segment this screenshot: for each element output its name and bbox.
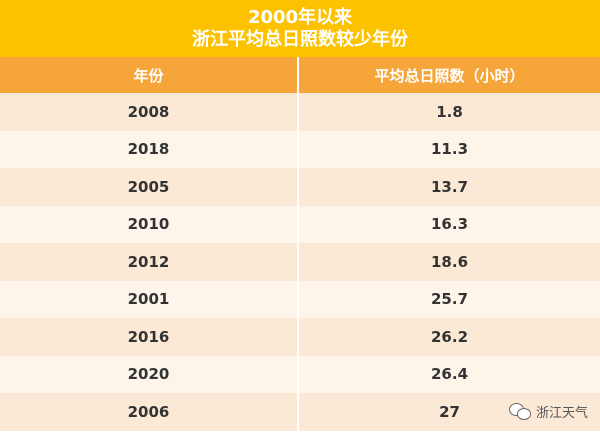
cell-hours: 16.3 [431,215,469,234]
cell-hours: 18.6 [431,252,469,271]
watermark: 浙江天气 [508,402,588,421]
table-subtitle: 浙江平均总日照数较少年份 [192,28,408,50]
cell-year: 2020 [127,365,170,384]
column-divider [297,280,300,318]
table-row: 2008 1.8 [0,93,600,131]
watermark-text: 浙江天气 [535,406,588,421]
table-title: 2000年以来 [247,6,353,28]
table-row: 2012 18.6 [0,243,600,281]
column-divider [297,243,300,281]
table-header-row: 年份 平均总日照数（小时） [0,57,600,93]
header-year: 年份 [133,66,164,85]
cell-year: 2006 [127,402,170,421]
cell-year: 2008 [127,102,170,121]
table-row: 2016 26.2 [0,318,600,356]
cell-hours: 13.7 [431,177,469,196]
column-divider [297,318,300,356]
cell-hours: 1.8 [436,102,463,121]
table-row: 2020 26.4 [0,355,600,393]
table-row: 2005 13.7 [0,168,600,206]
cell-hours: 26.2 [431,327,469,346]
column-divider [297,93,300,131]
column-divider [297,130,300,168]
cell-year: 2018 [127,140,170,159]
cell-hours: 11.3 [431,140,469,159]
cell-hours: 25.7 [431,290,469,309]
cell-hours: 27 [439,402,460,421]
column-divider [297,393,300,431]
cell-year: 2005 [127,177,170,196]
table-row: 2018 11.3 [0,130,600,168]
column-divider [297,205,300,243]
cell-hours: 26.4 [431,365,469,384]
wechat-icon [508,402,531,421]
cell-year: 2001 [127,290,170,309]
cell-year: 2012 [127,252,170,271]
column-divider [297,168,300,206]
column-divider [297,355,300,393]
table-row: 2001 25.7 [0,280,600,318]
column-divider [297,57,300,93]
cell-year: 2016 [127,327,170,346]
cell-year: 2010 [127,215,170,234]
table-row: 2006 27 [0,393,600,431]
table-title-block: 2000年以来 浙江平均总日照数较少年份 [0,0,600,57]
table-row: 2010 16.3 [0,205,600,243]
table-body: 2008 1.8 2018 11.3 2005 13.7 2010 16.3 2… [0,93,600,431]
header-hours: 平均总日照数（小时） [374,66,525,85]
